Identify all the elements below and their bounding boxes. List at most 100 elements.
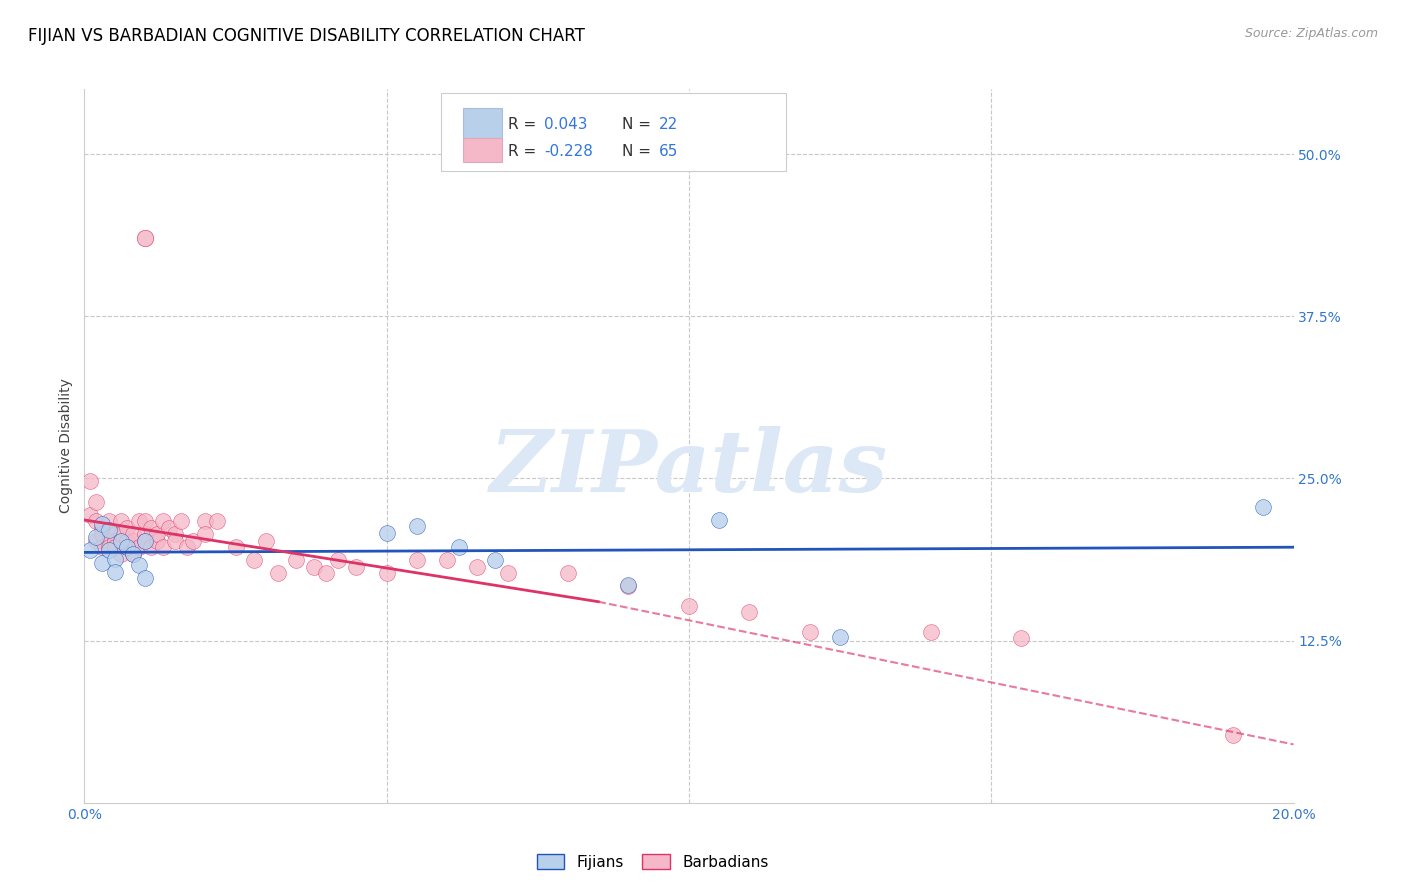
Point [406,519,429,533]
Text: R =: R = [508,144,541,159]
Point [110,514,132,528]
Point [86,495,108,509]
Point [375,566,398,581]
Point [678,599,700,613]
Legend: Fijians, Barbadians: Fijians, Barbadians [529,846,776,877]
Point [139,540,162,554]
Point [128,514,150,528]
Point [97,514,120,528]
Point [284,553,308,567]
Point [134,571,156,585]
Point [146,527,169,541]
Point [254,533,277,548]
Point [134,533,156,548]
Point [830,630,852,644]
Text: R =: R = [508,117,541,132]
Point [484,553,506,567]
Text: N =: N = [623,117,657,132]
Point [128,540,150,554]
Point [920,624,942,639]
Text: -0.228: -0.228 [544,144,593,159]
Point [315,566,337,581]
Point [115,540,138,554]
Point [225,540,247,554]
Point [181,533,204,548]
Point [91,527,114,541]
FancyBboxPatch shape [441,93,786,171]
Point [194,514,217,528]
Point [121,527,143,541]
Point [134,533,156,548]
Point [157,521,180,535]
Point [617,578,640,592]
Point [346,559,368,574]
Point [121,533,143,548]
Point [86,530,108,544]
Text: 65: 65 [658,144,678,159]
Point [91,516,114,531]
Point [104,533,127,548]
Point [110,547,132,561]
Point [121,547,143,561]
Point [557,566,579,581]
Point [79,542,101,557]
Point [139,521,162,535]
Point [449,540,471,554]
Text: ZIPatlas: ZIPatlas [489,425,889,509]
Point [97,524,120,538]
Point [496,566,519,581]
Point [115,540,138,554]
Point [170,514,193,528]
Point [128,558,150,573]
FancyBboxPatch shape [463,109,502,138]
Point [436,553,458,567]
Point [104,540,127,554]
Point [91,540,114,554]
Point [134,231,156,245]
Point [104,565,127,579]
Text: 0.043: 0.043 [544,117,588,132]
Point [115,521,138,535]
Point [1222,728,1244,742]
Point [152,514,174,528]
Point [134,527,156,541]
Point [267,566,290,581]
Point [79,508,101,522]
Point [97,542,120,557]
Point [738,605,761,619]
Point [97,540,120,554]
Point [152,540,174,554]
Point [1010,631,1032,645]
Point [115,533,138,548]
Text: 22: 22 [658,117,678,132]
Point [176,540,198,554]
Point [1251,500,1274,514]
Point [110,527,132,541]
Point [242,553,264,567]
Point [91,521,114,535]
Point [163,533,186,548]
Point [146,533,169,548]
Point [375,525,398,540]
Point [799,624,821,639]
FancyBboxPatch shape [463,137,502,162]
Text: Source: ZipAtlas.com: Source: ZipAtlas.com [1244,27,1378,40]
Point [302,559,325,574]
Point [86,533,108,548]
Text: N =: N = [623,144,657,159]
Text: FIJIAN VS BARBADIAN COGNITIVE DISABILITY CORRELATION CHART: FIJIAN VS BARBADIAN COGNITIVE DISABILITY… [28,27,585,45]
Point [104,552,127,566]
Point [86,514,108,528]
Point [163,527,186,541]
Point [104,527,127,541]
Point [110,533,132,548]
Y-axis label: Cognitive Disability: Cognitive Disability [59,378,73,514]
Point [709,513,731,527]
Point [328,553,350,567]
Point [194,527,217,541]
Point [91,556,114,570]
Point [207,514,229,528]
Point [406,553,429,567]
Point [134,514,156,528]
Point [79,474,101,488]
